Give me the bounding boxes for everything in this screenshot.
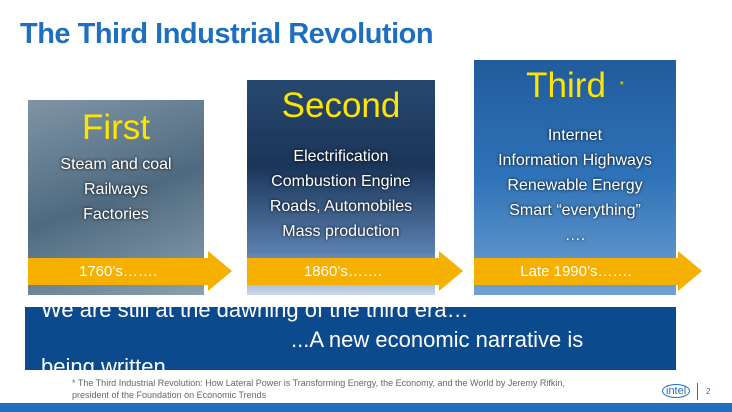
era-item: Roads, Automobiles <box>269 198 413 215</box>
era-item: Railways <box>83 181 148 198</box>
era-item: …. <box>564 227 586 244</box>
era-title: Third <box>526 66 606 105</box>
era-date: 1760’s……. <box>28 258 208 285</box>
era-date: Late 1990’s……. <box>474 258 678 285</box>
message-box: We are still at the dawning of the third… <box>25 307 676 370</box>
era-item: Internet <box>547 127 603 144</box>
era-title: Second <box>281 86 401 125</box>
arrow-head-icon <box>678 251 702 291</box>
footnote: * The Third Industrial Revolution: How L… <box>72 377 565 401</box>
era-item: Mass production <box>282 223 400 240</box>
era-item: Smart “everything” <box>509 202 641 219</box>
page-number: 2 <box>706 387 711 396</box>
era-item: Information Highways <box>498 152 652 169</box>
message-line: We are still at the dawning of the third… <box>41 307 469 322</box>
arrow-head-icon <box>208 251 232 291</box>
arrow-head-icon <box>439 251 463 291</box>
era-item: Renewable Energy <box>507 177 643 194</box>
era-date: 1860’s……. <box>247 258 439 285</box>
footnote-line: * The Third Industrial Revolution: How L… <box>72 378 565 388</box>
era-item: Combustion Engine <box>271 173 411 190</box>
slide-title: The Third Industrial Revolution <box>20 18 434 50</box>
era-item: Steam and coal <box>60 156 172 173</box>
message-line: ...A new economic narrative is <box>291 327 584 352</box>
footnote-line: president of the Foundation on Economic … <box>72 390 267 400</box>
message-line: being written <box>41 354 166 370</box>
era-title: First <box>81 108 151 147</box>
intel-logo: intel <box>662 384 691 398</box>
era-item: Factories <box>83 206 149 223</box>
divider <box>697 383 698 400</box>
era-panel-third: Third * Internet Information Highways Ren… <box>474 60 676 295</box>
era-item: Electrification <box>293 148 389 165</box>
bottom-bar <box>0 403 732 412</box>
footnote-mark: * <box>619 80 624 91</box>
